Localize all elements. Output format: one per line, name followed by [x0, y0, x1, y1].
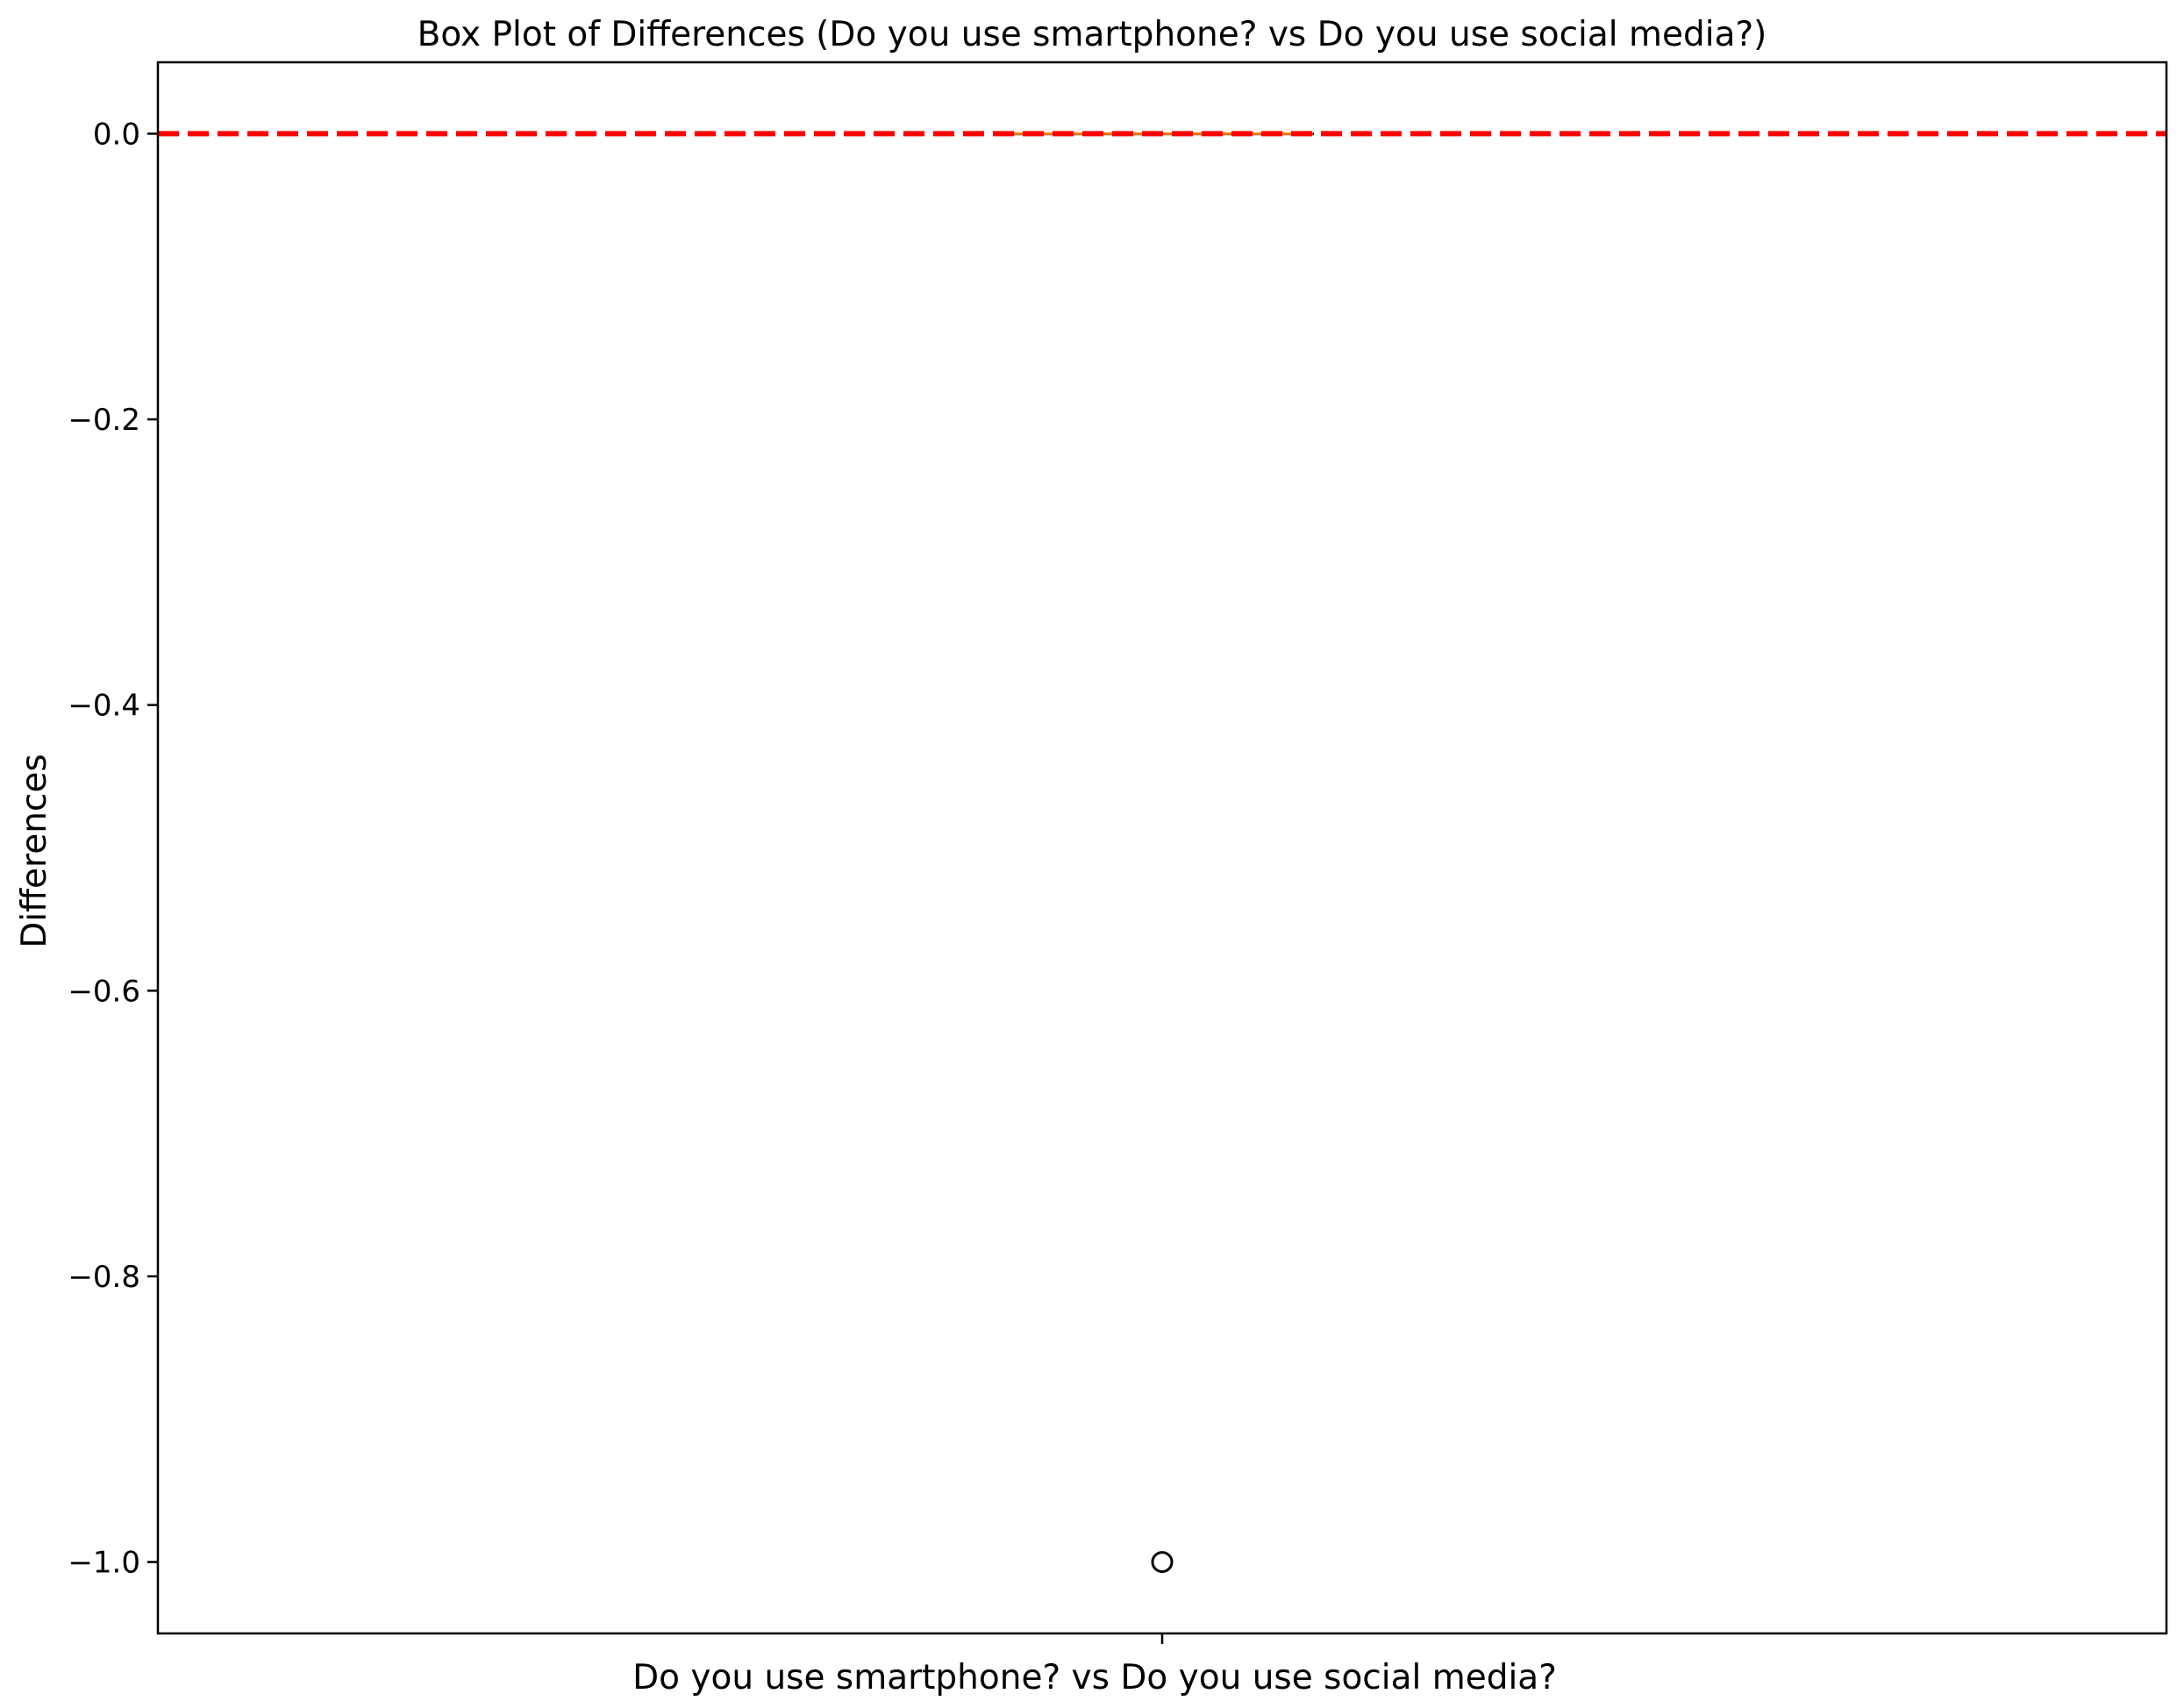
x-tick-label: Do you use smartphone? vs Do you use soc…	[632, 1658, 1557, 1697]
outlier-point	[1151, 1551, 1174, 1574]
plot-area	[158, 131, 2166, 1574]
chart-title: Box Plot of Differences (Do you use smar…	[418, 15, 1767, 54]
y-tick-label: −0.4	[68, 689, 140, 724]
plot-frame	[156, 61, 2168, 1635]
y-axis-title: Differences	[15, 754, 54, 947]
y-tick-label: −1.0	[68, 1546, 140, 1581]
y-tick-label: −0.8	[68, 1260, 140, 1295]
y-tick-label: −0.2	[68, 403, 140, 438]
y-tick-label: 0.0	[93, 117, 140, 152]
y-tick-label: −0.6	[68, 974, 140, 1009]
y-axis-ticks: 0.0 −0.2 −0.4 −0.6 −0.8 −1.0	[68, 117, 1164, 1644]
